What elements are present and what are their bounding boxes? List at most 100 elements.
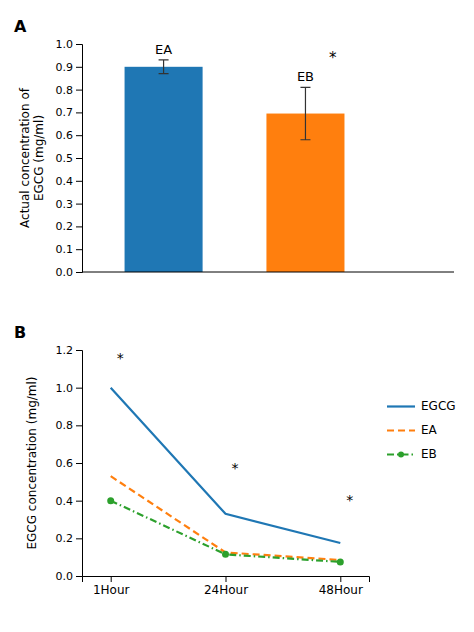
legend-marker (398, 452, 404, 458)
y-axis: 0.0 0.1 0.2 0.3 0.4 0.5 0.6 0.7 0.8 0.9 1.0 (56, 38, 83, 279)
y-tick: 0.8 (56, 84, 83, 97)
plot-area (107, 388, 344, 566)
legend-item: EGCG (387, 399, 456, 413)
y-tick: 0.6 (56, 129, 83, 142)
y-tick: 0.6 (56, 457, 83, 470)
legend-swatch (387, 405, 415, 407)
y-tick-label: 0.0 (56, 570, 74, 583)
y-tick-mark (76, 158, 82, 159)
y-tick-mark (76, 576, 82, 577)
y-tick-mark (76, 272, 82, 273)
y-tick-mark (76, 67, 82, 68)
y-tick: 0.4 (56, 175, 83, 188)
y-tick: 0.2 (56, 220, 83, 233)
y-tick: 0.5 (56, 152, 83, 165)
y-axis-line (76, 351, 83, 577)
y-tick-label: 1.2 (56, 344, 74, 357)
y-tick-label: 0.6 (56, 457, 74, 470)
y-tick-mark (76, 204, 82, 205)
x-tick-label: 1Hour (93, 583, 130, 597)
significance-marker: * (232, 460, 239, 476)
y-tick: 0.9 (56, 61, 83, 74)
y-tick-mark (76, 135, 82, 136)
series-marker (222, 551, 229, 558)
legend: EGCG EA EB (387, 399, 456, 461)
y-tick: 0.4 (56, 495, 83, 508)
bar-label: EB (297, 69, 314, 84)
figure: 0.0 0.1 0.2 0.3 0.4 0.5 0.6 0.7 0.8 0.9 1.0 EA EB * Ac… (0, 0, 474, 632)
series-line (111, 501, 341, 562)
y-tick-label: 0.6 (56, 129, 74, 142)
y-tick-label: 0.5 (56, 152, 74, 165)
y-tick-mark (76, 501, 82, 502)
y-tick-mark (76, 425, 82, 426)
y-tick-mark (76, 388, 82, 389)
y-tick-mark (76, 463, 82, 464)
series-line (111, 388, 341, 543)
line-panel: 0.0 0.2 0.4 0.6 0.8 1.0 1.2 1Hour 24Hour 48Hour * *… (25, 344, 456, 597)
x-tick-label: 48Hour (319, 583, 363, 597)
y-tick-label: 0.1 (56, 243, 74, 256)
y-tick-mark (76, 90, 82, 91)
y-tick-label: 0.8 (56, 419, 74, 432)
y-tick-mark (76, 350, 82, 351)
legend-label: EA (421, 423, 438, 437)
x-axis: 1Hour 24Hour 48Hour (83, 576, 370, 597)
y-tick-label: 1.0 (56, 38, 74, 51)
series-marker (107, 497, 114, 504)
y-axis-line (76, 45, 83, 273)
y-tick-label: 0.8 (56, 84, 74, 97)
y-tick-label: 0.4 (56, 495, 74, 508)
y-tick-label: 1.0 (56, 382, 74, 395)
bar (125, 67, 203, 272)
y-tick-label: 0.4 (56, 175, 74, 188)
bar-label: EA (155, 42, 172, 57)
y-tick-mark (76, 226, 82, 227)
series-line (111, 476, 341, 560)
y-tick: 1.2 (56, 344, 83, 357)
y-tick-label: 0.3 (56, 198, 74, 211)
bar-panel: 0.0 0.1 0.2 0.3 0.4 0.5 0.6 0.7 0.8 0.9 1.0 EA EB * Ac… (18, 38, 454, 279)
series-marker (337, 558, 344, 565)
x-axis-line (83, 577, 370, 583)
legend-item: EB (387, 447, 437, 461)
y-tick-label: 0.9 (56, 61, 74, 74)
panel-label: A (14, 17, 27, 36)
y-tick-mark (76, 538, 82, 539)
y-axis-title: Actual concentration ofEGCG (mg/ml) (18, 87, 46, 228)
x-tick-mark (226, 576, 227, 582)
y-tick: 0.0 (56, 570, 83, 583)
y-tick-mark (76, 44, 82, 45)
significance-marker: * (329, 49, 337, 67)
y-tick-label: 0.2 (56, 532, 74, 545)
legend-label: EB (421, 447, 437, 461)
y-axis: 0.0 0.2 0.4 0.6 0.8 1.0 1.2 (56, 344, 83, 583)
y-tick-label: 0.0 (56, 266, 74, 279)
plot-area (125, 60, 345, 272)
y-tick: 0.3 (56, 198, 83, 211)
x-tick: 48Hour (319, 576, 363, 597)
y-tick: 0.7 (56, 106, 83, 119)
legend-item: EA (387, 423, 438, 437)
y-tick-label: 0.2 (56, 220, 74, 233)
error-bar (159, 60, 169, 74)
x-axis-line (82, 272, 454, 273)
y-tick-mark (76, 249, 82, 250)
x-tick-mark (340, 576, 341, 582)
y-tick: 1.0 (56, 382, 83, 395)
x-tick-label: 24Hour (204, 583, 248, 597)
y-tick: 1.0 (56, 38, 83, 51)
x-tick: 1Hour (93, 576, 130, 597)
panel-label: B (14, 323, 26, 342)
y-tick: 0.8 (56, 419, 83, 432)
y-tick: 0.0 (56, 266, 83, 279)
y-tick-mark (76, 112, 82, 113)
error-bar (300, 87, 310, 139)
significance-marker: * (117, 350, 124, 366)
y-tick: 0.1 (56, 243, 83, 256)
legend-label: EGCG (421, 399, 456, 413)
y-axis-title: EGCG concentration (mg/ml) (25, 376, 39, 549)
significance-marker: * (346, 492, 353, 508)
y-tick-mark (76, 181, 82, 182)
legend-swatch (387, 429, 415, 431)
